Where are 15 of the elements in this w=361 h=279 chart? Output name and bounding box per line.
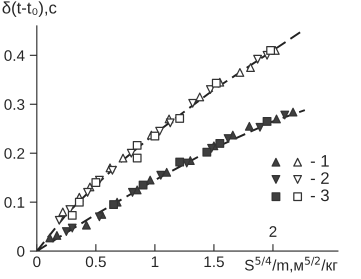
x-tick-label: 1.5 xyxy=(204,256,224,268)
y-tick-label: 0.2 xyxy=(4,148,24,159)
y-axis-title: δ(t-t₀),с xyxy=(2,1,56,17)
x-axis-title: S$^{5/4}$/m,м$^{5/2}$/кг xyxy=(244,256,338,272)
x-tick-label: 0 xyxy=(33,256,40,268)
legend-label: - 1 xyxy=(310,155,329,167)
x-tick-label: 0.5 xyxy=(86,256,106,268)
legend-label: - 2 xyxy=(310,172,329,184)
y-tick-label: 0.3 xyxy=(4,99,24,110)
legend-label: - 3 xyxy=(310,189,329,202)
y-tick-label: 0.4 xyxy=(4,50,25,61)
annotation: 2 xyxy=(269,226,276,237)
y-tick-label: 0 xyxy=(17,246,24,257)
y-tick-label: 0.1 xyxy=(4,197,24,208)
x-tick-label: 1 xyxy=(152,256,158,268)
